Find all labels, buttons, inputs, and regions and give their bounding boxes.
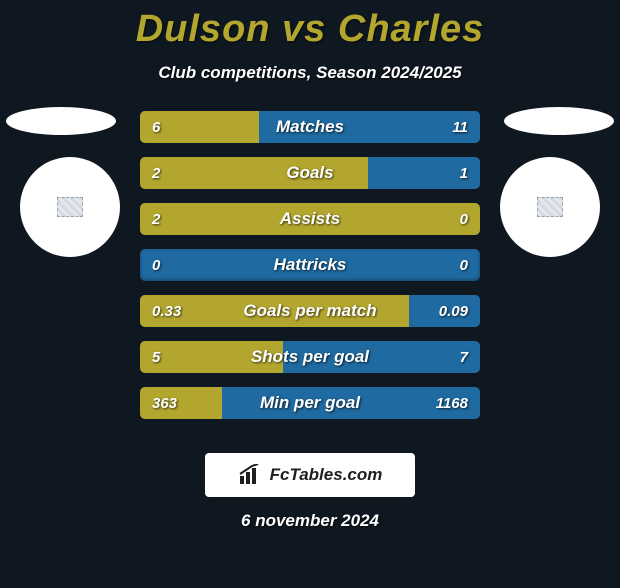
stat-row: 00Hattricks	[140, 249, 480, 281]
stat-label: Hattricks	[140, 249, 480, 281]
brand-chart-icon	[238, 464, 264, 486]
stat-row: 21Goals	[140, 157, 480, 189]
page-subtitle: Club competitions, Season 2024/2025	[0, 63, 620, 83]
placeholder-icon	[57, 197, 83, 217]
comparison-panel: 611Matches 21Goals 20Assists 00Hattricks 0.3…	[0, 111, 620, 431]
stat-row: 57Shots per goal	[140, 341, 480, 373]
stat-bars: 611Matches 21Goals 20Assists 00Hattricks 0.3…	[140, 111, 480, 433]
date-text: 6 november 2024	[0, 511, 620, 531]
stat-label: Shots per goal	[140, 341, 480, 373]
brand-box: FcTables.com	[205, 453, 415, 497]
stat-label: Min per goal	[140, 387, 480, 419]
stat-row: 611Matches	[140, 111, 480, 143]
player-right-ellipse	[504, 107, 614, 135]
player-right-avatar	[500, 157, 600, 257]
stat-label: Goals	[140, 157, 480, 189]
stat-row: 3631168Min per goal	[140, 387, 480, 419]
stat-label: Matches	[140, 111, 480, 143]
page-title: Dulson vs Charles	[0, 8, 620, 51]
stat-label: Assists	[140, 203, 480, 235]
stat-label: Goals per match	[140, 295, 480, 327]
player-left-ellipse	[6, 107, 116, 135]
placeholder-icon	[537, 197, 563, 217]
player-left-avatar	[20, 157, 120, 257]
stat-row: 20Assists	[140, 203, 480, 235]
stat-row: 0.330.09Goals per match	[140, 295, 480, 327]
brand-text: FcTables.com	[270, 465, 383, 485]
